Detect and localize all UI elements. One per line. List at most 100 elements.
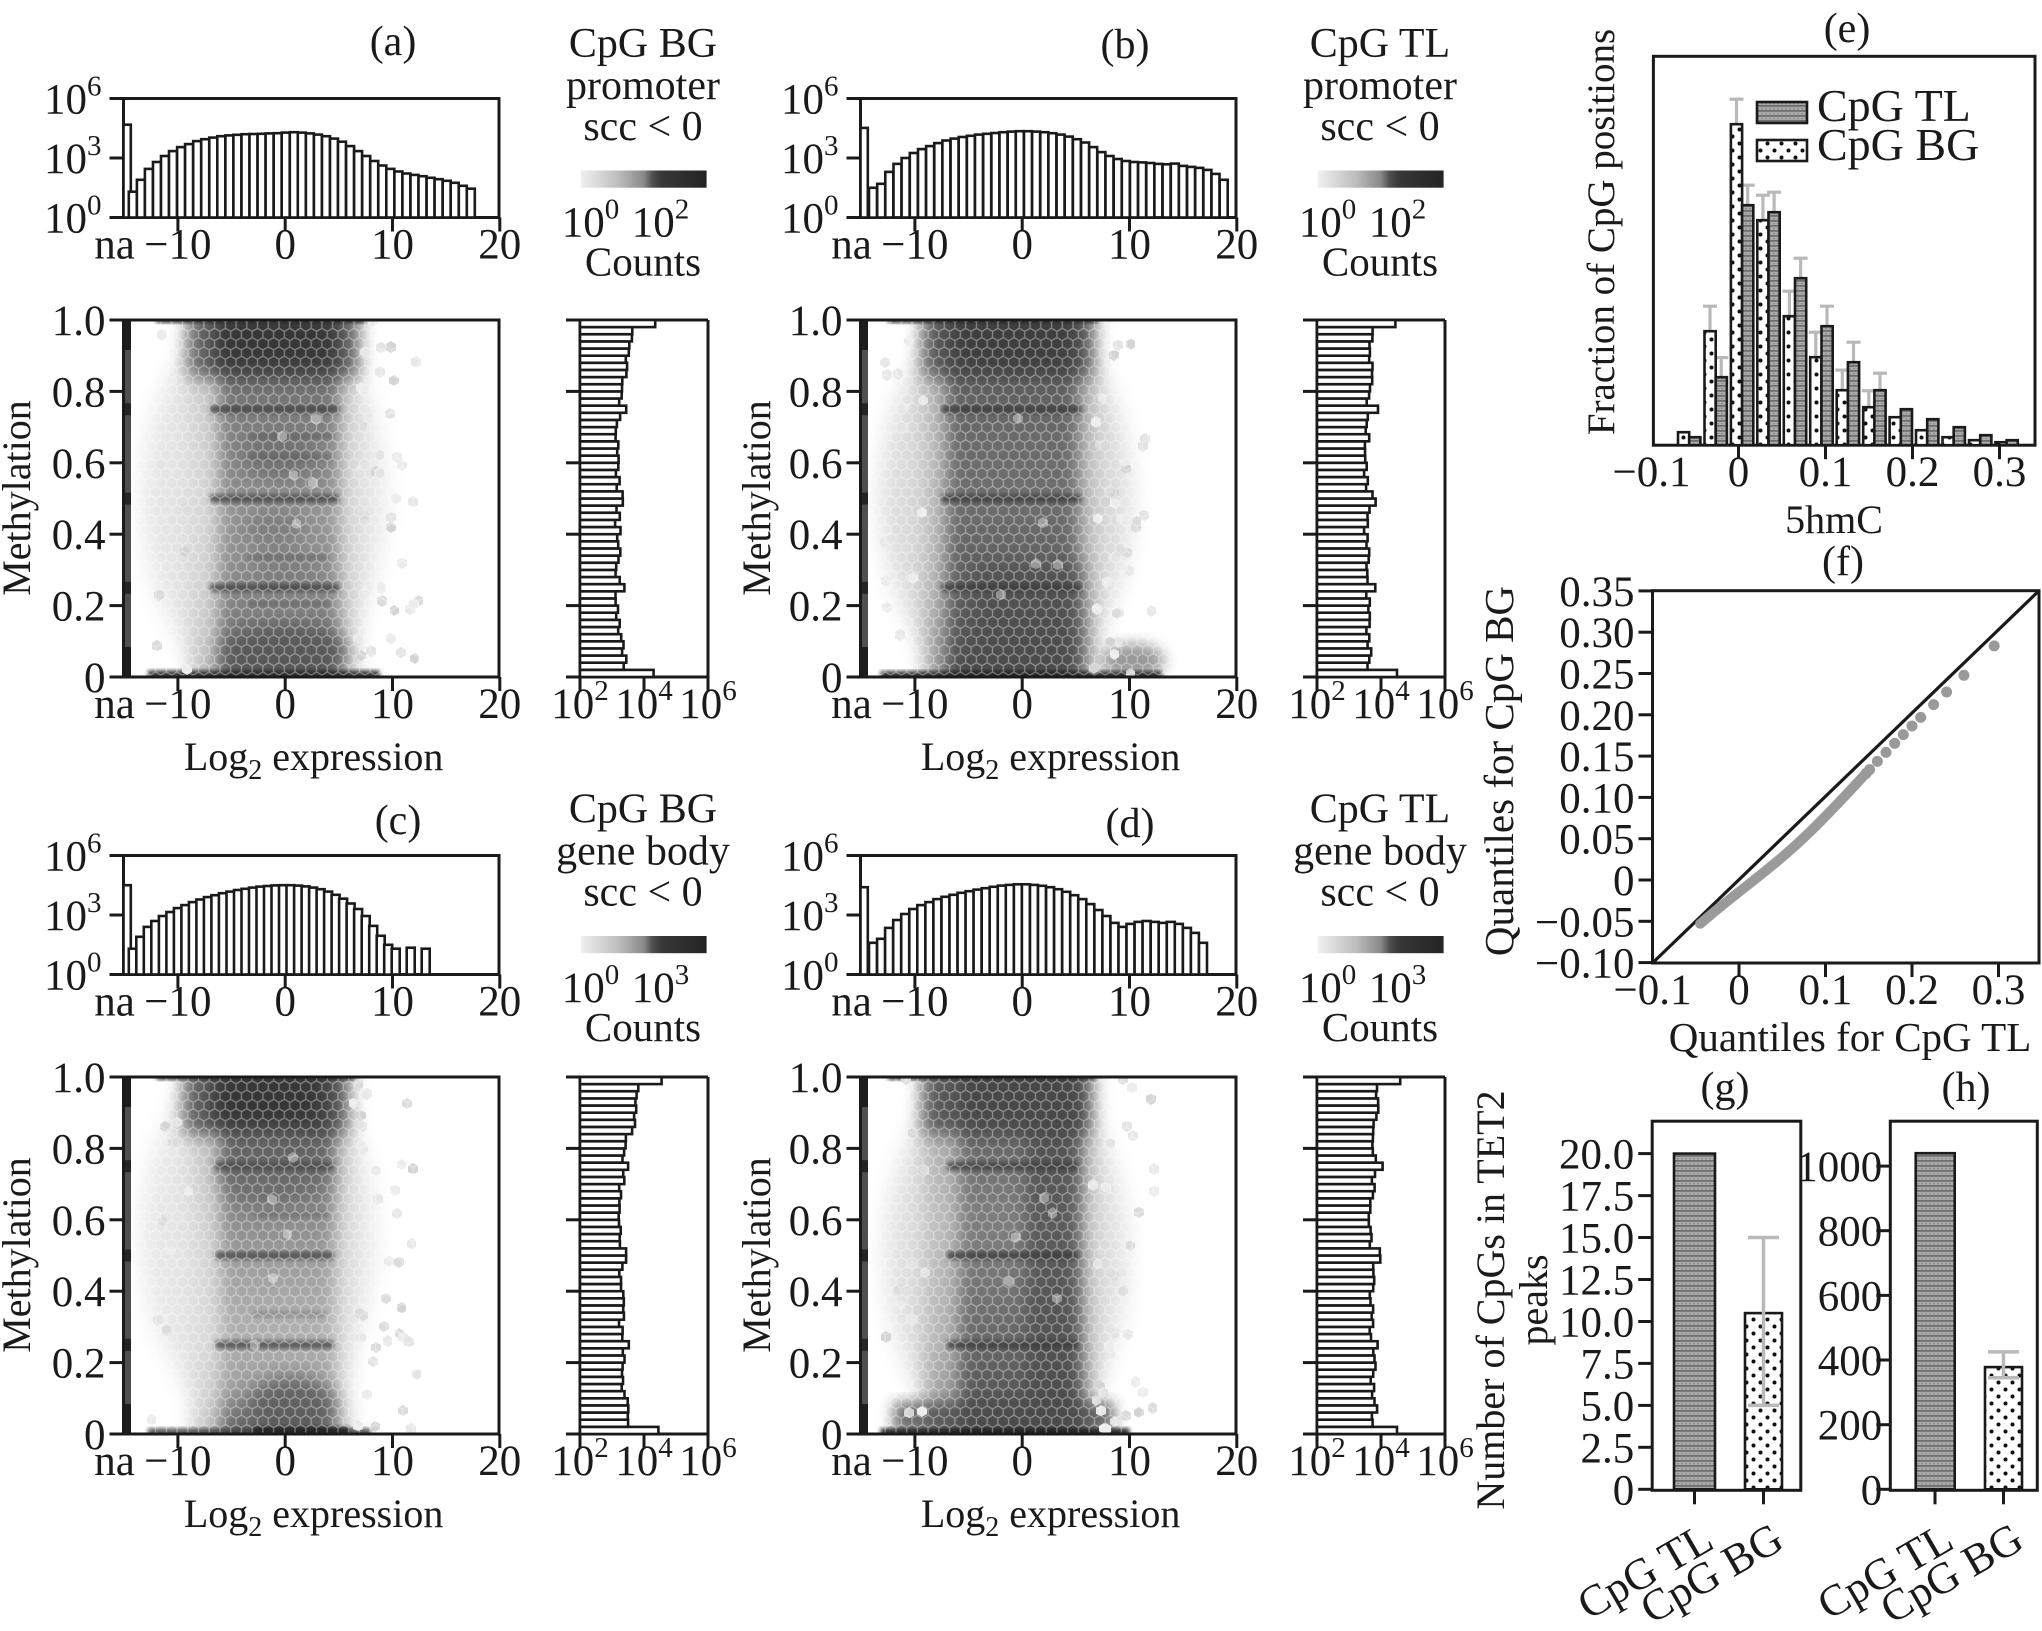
svg-text:Fraction of CpG positions: Fraction of CpG positions [1580, 29, 1623, 435]
svg-text:peaks: peaks [1511, 1254, 1556, 1345]
svg-text:0.4: 0.4 [52, 512, 106, 559]
svg-text:0.05: 0.05 [1559, 817, 1634, 864]
svg-text:10: 10 [371, 222, 414, 269]
svg-text:na: na [831, 222, 872, 269]
svg-text:0.8: 0.8 [789, 369, 843, 416]
svg-text:0: 0 [274, 1438, 296, 1485]
svg-text:1.0: 1.0 [52, 1055, 106, 1102]
svg-text:Counts: Counts [585, 1004, 701, 1050]
svg-text:0.1: 0.1 [1799, 967, 1853, 1014]
svg-text:5.0: 5.0 [1580, 1383, 1634, 1430]
svg-text:0.30: 0.30 [1559, 610, 1634, 657]
svg-text:600: 600 [1818, 1273, 1883, 1320]
svg-text:102: 102 [1288, 675, 1346, 728]
svg-text:Counts: Counts [585, 239, 701, 285]
svg-text:10: 10 [1108, 979, 1151, 1026]
svg-text:0: 0 [274, 979, 296, 1026]
svg-text:(b): (b) [1101, 22, 1150, 68]
svg-text:promoter: promoter [566, 63, 720, 109]
svg-text:0: 0 [1613, 1467, 1635, 1514]
svg-text:−0.05: −0.05 [1535, 899, 1635, 946]
svg-text:0.4: 0.4 [789, 512, 843, 559]
svg-text:5hmC: 5hmC [1785, 497, 1883, 542]
svg-text:20: 20 [478, 222, 521, 269]
svg-text:(g): (g) [1701, 1065, 1750, 1111]
svg-text:Methylation: Methylation [0, 1157, 39, 1353]
svg-text:106: 106 [1416, 1432, 1474, 1485]
svg-text:Log2 expression: Log2 expression [921, 1491, 1181, 1543]
svg-text:na: na [831, 979, 872, 1026]
svg-text:10: 10 [1108, 222, 1151, 269]
svg-text:20: 20 [1215, 222, 1258, 269]
svg-text:Number of CpGs in TET2: Number of CpGs in TET2 [1468, 1090, 1513, 1509]
svg-text:0: 0 [821, 1412, 843, 1459]
svg-text:na: na [831, 681, 872, 728]
svg-text:0.6: 0.6 [52, 441, 106, 488]
svg-text:0.10: 0.10 [1559, 775, 1634, 822]
svg-text:0.15: 0.15 [1559, 734, 1634, 781]
svg-text:na: na [94, 979, 135, 1026]
svg-text:0.6: 0.6 [52, 1198, 106, 1245]
svg-text:15.0: 15.0 [1559, 1216, 1634, 1263]
svg-text:0.2: 0.2 [789, 1341, 843, 1388]
svg-text:0.8: 0.8 [52, 1126, 106, 1173]
svg-text:scc < 0: scc < 0 [583, 104, 702, 150]
svg-text:0.4: 0.4 [789, 1269, 843, 1316]
svg-text:0: 0 [821, 655, 843, 702]
svg-text:0.1: 0.1 [1799, 449, 1853, 496]
svg-text:12.5: 12.5 [1559, 1258, 1634, 1305]
svg-text:0.2: 0.2 [52, 584, 106, 631]
svg-text:(h): (h) [1942, 1065, 1991, 1111]
svg-text:0: 0 [1613, 858, 1635, 905]
svg-text:10: 10 [371, 979, 414, 1026]
svg-text:−10: −10 [881, 979, 948, 1026]
svg-text:−10: −10 [881, 681, 948, 728]
svg-text:CpG BG: CpG BG [1817, 119, 1979, 170]
svg-text:Counts: Counts [1322, 1004, 1438, 1050]
svg-text:0.25: 0.25 [1559, 652, 1634, 699]
svg-text:20: 20 [478, 1438, 521, 1485]
svg-text:−10: −10 [144, 1438, 211, 1485]
svg-text:0.20: 0.20 [1559, 693, 1634, 740]
svg-text:Methylation: Methylation [734, 400, 779, 596]
svg-text:1000: 1000 [1796, 1144, 1882, 1191]
svg-text:2.5: 2.5 [1580, 1425, 1634, 1472]
svg-text:Methylation: Methylation [0, 400, 39, 596]
svg-text:0.8: 0.8 [52, 369, 106, 416]
svg-text:(c): (c) [375, 798, 422, 844]
svg-text:103: 103 [781, 887, 839, 940]
svg-text:0.3: 0.3 [1973, 449, 2027, 496]
svg-text:0: 0 [1011, 681, 1033, 728]
svg-text:104: 104 [1352, 675, 1410, 728]
svg-text:CpG TL: CpG TL [1817, 80, 1971, 131]
svg-text:20: 20 [1215, 681, 1258, 728]
svg-text:103: 103 [1369, 959, 1427, 1012]
svg-text:100: 100 [44, 190, 102, 243]
svg-text:na: na [831, 1438, 872, 1485]
svg-text:20: 20 [1215, 1438, 1258, 1485]
svg-text:−0.1: −0.1 [1613, 967, 1691, 1014]
svg-text:CpG TL: CpG TL [1310, 21, 1450, 67]
svg-text:Log2 expression: Log2 expression [921, 734, 1181, 786]
svg-text:CpG BG: CpG BG [569, 787, 717, 833]
svg-text:(d): (d) [1106, 801, 1155, 847]
svg-text:10: 10 [1108, 1438, 1151, 1485]
svg-text:0: 0 [1861, 1467, 1883, 1514]
svg-text:Methylation: Methylation [734, 1157, 779, 1353]
svg-text:0: 0 [1011, 1438, 1033, 1485]
svg-text:(f): (f) [1822, 539, 1864, 585]
svg-text:CpG BG: CpG BG [569, 21, 717, 67]
svg-text:100: 100 [781, 190, 839, 243]
svg-text:0: 0 [274, 681, 296, 728]
svg-text:1.0: 1.0 [789, 1055, 843, 1102]
svg-text:0.2: 0.2 [789, 584, 843, 631]
svg-text:−10: −10 [881, 1438, 948, 1485]
svg-text:100: 100 [1299, 959, 1357, 1012]
svg-text:scc < 0: scc < 0 [583, 870, 702, 916]
svg-text:−10: −10 [144, 222, 211, 269]
svg-text:400: 400 [1818, 1338, 1883, 1385]
svg-text:10.0: 10.0 [1559, 1300, 1634, 1347]
svg-text:0: 0 [1728, 967, 1750, 1014]
svg-text:20: 20 [1215, 979, 1258, 1026]
svg-text:0.6: 0.6 [789, 1198, 843, 1245]
